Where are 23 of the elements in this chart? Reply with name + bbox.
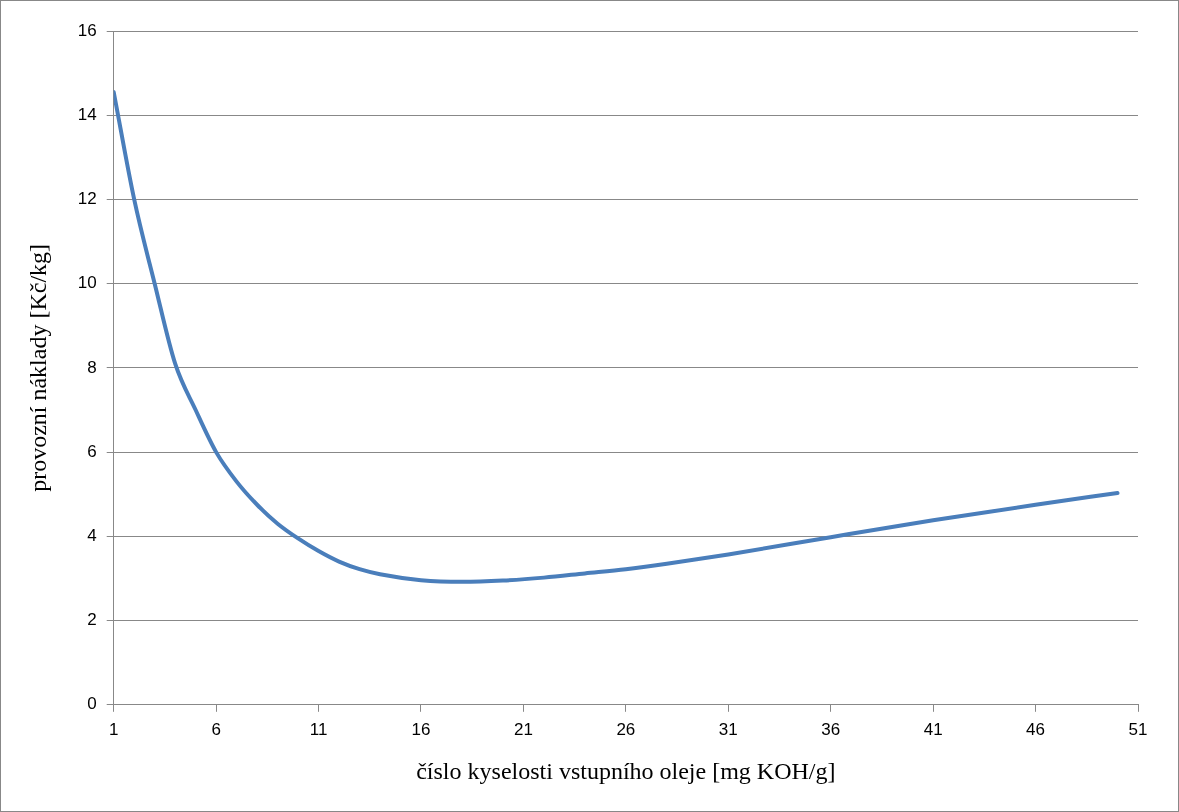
- y-tick-label: 4: [87, 526, 97, 546]
- y-tick-label: 14: [77, 104, 97, 124]
- x-tick-label: 6: [211, 719, 221, 739]
- x-tick-label: 16: [411, 719, 431, 739]
- x-tick-label: 51: [1128, 719, 1148, 739]
- y-tick-label: 8: [87, 357, 97, 377]
- x-tick-label: 21: [513, 719, 533, 739]
- x-axis-title: číslo kyselosti vstupního oleje [mg KOH/g]: [416, 757, 836, 784]
- x-tick-label: 46: [1026, 719, 1046, 739]
- x-tick-label: 31: [718, 719, 738, 739]
- x-tick-label: 26: [616, 719, 636, 739]
- x-tick-label: 41: [923, 719, 943, 739]
- y-tick-label: 10: [77, 273, 97, 293]
- line-series: [113, 90, 1120, 584]
- y-tick-label: 2: [87, 610, 97, 630]
- y-axis-title: provozní náklady [Kč/kg]: [24, 243, 51, 492]
- x-tick-label: 1: [108, 719, 119, 739]
- y-tick-label: 6: [87, 441, 97, 461]
- y-tick-label: 16: [77, 20, 97, 40]
- x-tick-label: 36: [821, 719, 841, 739]
- y-tick-label: 12: [77, 189, 97, 209]
- y-tick-label: 0: [87, 694, 97, 714]
- x-tick-label: 11: [309, 719, 328, 739]
